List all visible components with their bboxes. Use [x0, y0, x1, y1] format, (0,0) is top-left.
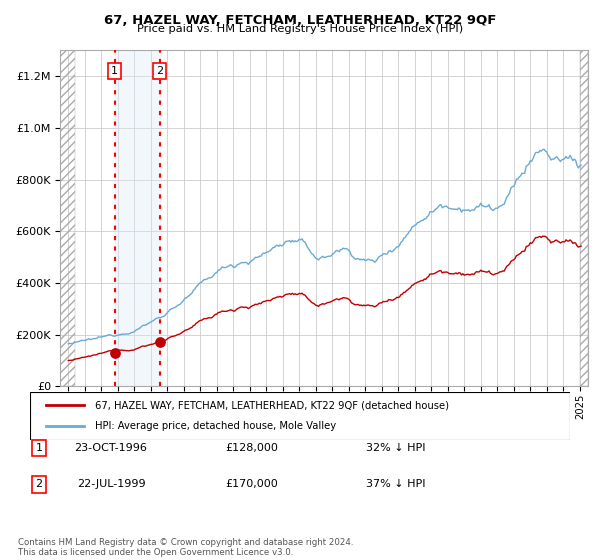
Polygon shape — [60, 50, 75, 386]
Bar — [115, 50, 160, 386]
Text: 2: 2 — [35, 479, 43, 489]
Polygon shape — [580, 50, 588, 386]
Text: £170,000: £170,000 — [226, 479, 278, 489]
Text: 37% ↓ HPI: 37% ↓ HPI — [366, 479, 426, 489]
Text: 67, HAZEL WAY, FETCHAM, LEATHERHEAD, KT22 9QF (detached house): 67, HAZEL WAY, FETCHAM, LEATHERHEAD, KT2… — [95, 400, 449, 410]
Text: 23-OCT-1996: 23-OCT-1996 — [74, 443, 148, 453]
Text: 1: 1 — [111, 66, 118, 76]
Point — [110, 349, 119, 358]
Text: Contains HM Land Registry data © Crown copyright and database right 2024.
This d: Contains HM Land Registry data © Crown c… — [18, 538, 353, 557]
Text: 32% ↓ HPI: 32% ↓ HPI — [366, 443, 426, 453]
Text: 22-JUL-1999: 22-JUL-1999 — [77, 479, 145, 489]
Point — [155, 338, 164, 347]
Text: £128,000: £128,000 — [226, 443, 278, 453]
Text: 1: 1 — [35, 443, 43, 453]
Text: 2: 2 — [156, 66, 163, 76]
FancyBboxPatch shape — [30, 392, 570, 440]
Text: Price paid vs. HM Land Registry's House Price Index (HPI): Price paid vs. HM Land Registry's House … — [137, 24, 463, 34]
Text: 67, HAZEL WAY, FETCHAM, LEATHERHEAD, KT22 9QF: 67, HAZEL WAY, FETCHAM, LEATHERHEAD, KT2… — [104, 14, 496, 27]
Text: HPI: Average price, detached house, Mole Valley: HPI: Average price, detached house, Mole… — [95, 421, 336, 431]
